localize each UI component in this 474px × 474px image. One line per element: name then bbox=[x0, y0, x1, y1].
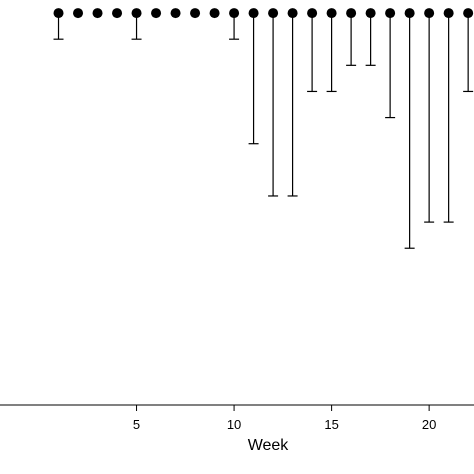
data-point bbox=[346, 8, 357, 19]
x-axis-ticks: 5 10 15 20 bbox=[133, 405, 436, 432]
data-point bbox=[463, 8, 474, 19]
data-point bbox=[443, 8, 454, 19]
data-point bbox=[112, 8, 123, 19]
data-point bbox=[307, 8, 318, 19]
data-point bbox=[73, 8, 84, 19]
x-axis-label: Week bbox=[248, 437, 290, 454]
data-point bbox=[92, 8, 103, 19]
data-point bbox=[248, 8, 259, 19]
x-tick-label: 15 bbox=[324, 417, 338, 432]
data-point bbox=[209, 8, 220, 19]
x-tick-label: 20 bbox=[422, 417, 436, 432]
data-point bbox=[229, 8, 240, 19]
data-point bbox=[131, 8, 142, 19]
data-point bbox=[268, 8, 279, 19]
x-tick-label: 5 bbox=[133, 417, 140, 432]
data-point bbox=[365, 8, 376, 19]
x-tick-label: 10 bbox=[227, 417, 241, 432]
data-point bbox=[151, 8, 162, 19]
data-point bbox=[424, 8, 435, 19]
plot-area bbox=[53, 8, 474, 249]
data-point bbox=[326, 8, 337, 19]
data-point bbox=[170, 8, 181, 19]
data-point bbox=[190, 8, 201, 19]
data-point bbox=[385, 8, 396, 19]
data-point bbox=[287, 8, 298, 19]
data-point bbox=[404, 8, 415, 19]
data-point bbox=[53, 8, 64, 19]
